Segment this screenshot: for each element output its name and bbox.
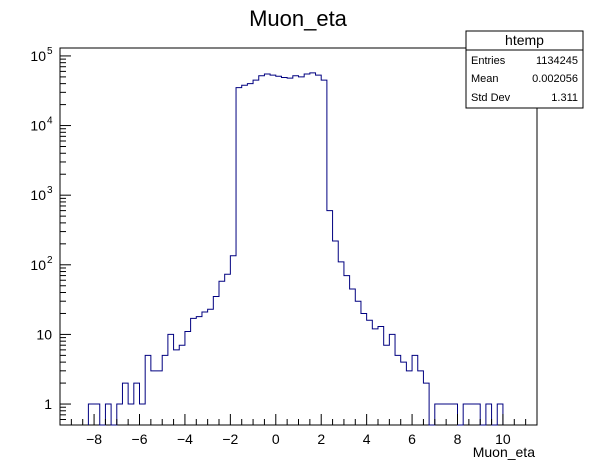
x-tick-label: 10 xyxy=(495,431,511,447)
chart-title: Muon_eta xyxy=(249,6,348,31)
y-tick-label: 10 xyxy=(30,48,46,64)
stats-mean-label: Mean xyxy=(471,73,499,85)
stats-box-title: htemp xyxy=(505,32,544,48)
stats-box: htemp Entries 1134245 Mean 0.002056 Std … xyxy=(465,30,584,109)
x-axis: −8 −6 −4 −2 0 2 4 6 8 10 xyxy=(70,414,527,447)
stats-stddev-value: 1.311 xyxy=(551,92,578,104)
y-tick-exponent: 5 xyxy=(47,46,53,57)
y-tick-exponent: 2 xyxy=(47,255,53,266)
y-tick-label: 10 xyxy=(30,257,46,273)
x-axis-label: Muon_eta xyxy=(473,444,535,460)
y-tick-exponent: 4 xyxy=(47,116,53,127)
x-tick-label: −6 xyxy=(132,431,148,447)
x-tick-label: −4 xyxy=(177,431,193,447)
x-tick-label: 4 xyxy=(363,431,371,447)
x-tick-label: 8 xyxy=(454,431,462,447)
x-tick-label: 2 xyxy=(317,431,325,447)
x-tick-label: 6 xyxy=(408,431,416,447)
x-tick-label: −8 xyxy=(86,431,102,447)
stats-mean-value: 0.002056 xyxy=(532,73,578,85)
x-tick-label: 0 xyxy=(272,431,280,447)
stats-entries-label: Entries xyxy=(471,55,506,67)
stats-box-frame xyxy=(465,30,584,109)
plot-frame xyxy=(59,47,538,426)
stats-entries-value: 1134245 xyxy=(536,55,578,67)
histogram-outline xyxy=(87,72,504,426)
y-tick-label: 10 xyxy=(30,187,46,203)
stats-stddev-label: Std Dev xyxy=(471,92,511,104)
y-tick-label: 1 xyxy=(44,396,52,412)
y-tick-label: 10 xyxy=(30,118,46,134)
y-tick-label: 10 xyxy=(36,326,52,342)
histogram-layer xyxy=(87,72,504,426)
y-tick-exponent: 3 xyxy=(47,185,53,196)
x-tick-label: −2 xyxy=(222,431,238,447)
